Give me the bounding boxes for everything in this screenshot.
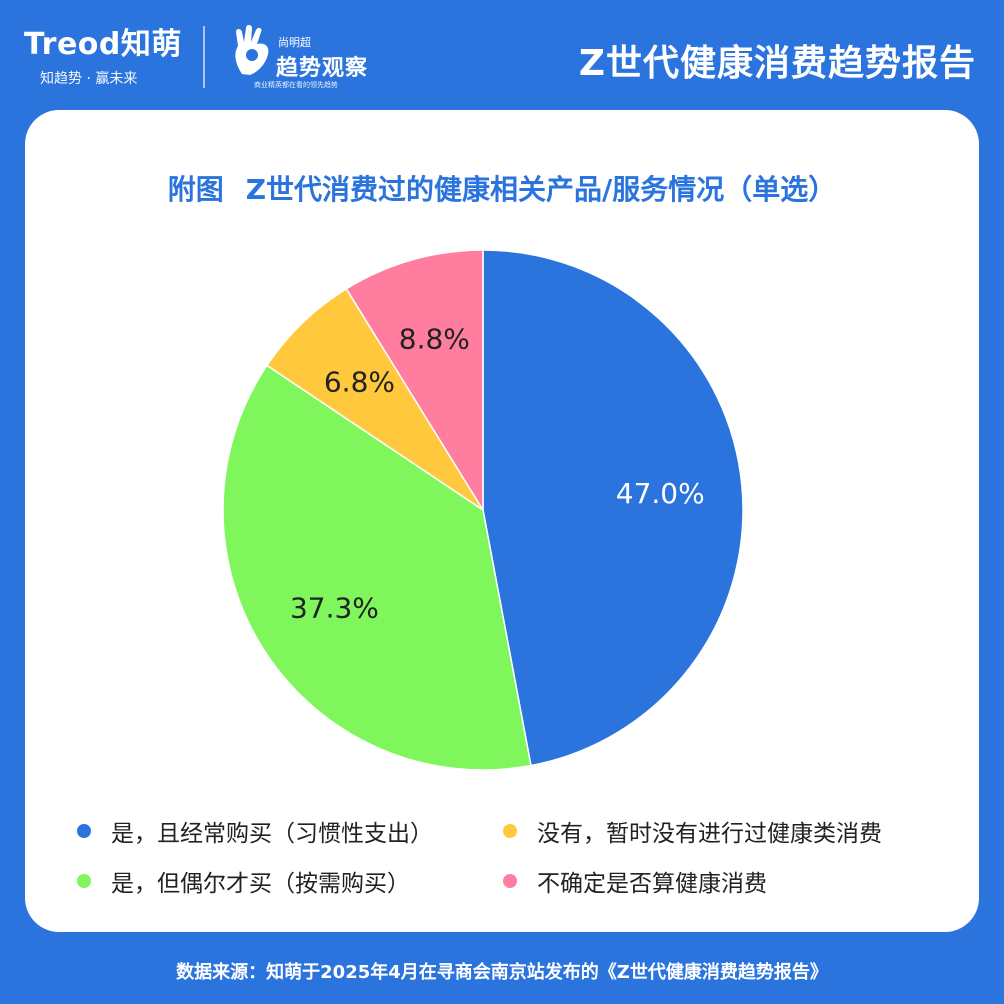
logo-author: 尚明超 [278, 36, 311, 49]
legend-item: 没有，暂时没有进行过健康类消费 [503, 814, 882, 848]
pie-slice-1 [222, 364, 532, 771]
logo-title: 趋势观察 [276, 55, 369, 81]
legend-swatch [77, 824, 91, 838]
legend-label: 是，但偶尔才买（按需购买） [111, 871, 410, 897]
data-source-note: 数据来源：知萌于2025年4月在寻商会南京站发布的《Z世代健康消费趋势报告》 [176, 962, 828, 983]
brand-logo[interactable]: Treod知萌 知趋势 · 赢未来 [24, 28, 182, 88]
legend-item: 是，且经常购买（习惯性支出） [77, 814, 433, 848]
chart-title-prefix: 附图 [167, 173, 224, 206]
header-divider [203, 26, 205, 88]
brand-name: Treod知萌 [24, 27, 182, 62]
chart-card: 附图 Z世代消费过的健康相关产品/服务情况（单选） 47.0% 37.3% 6.8% 8… [25, 110, 979, 932]
header: Treod知萌 知趋势 · 赢未来 尚明超 趋势观察 商业精英都在看的领先趋势 … [0, 0, 1004, 110]
hand-gesture-icon [235, 25, 269, 75]
legend-swatch [503, 824, 517, 838]
logo-slogan: 商业精英都在看的领先趋势 [254, 81, 338, 89]
slice-label-3: 8.8% [399, 322, 470, 355]
slice-label-2: 6.8% [324, 365, 395, 398]
slice-label-0: 47.0% [616, 477, 705, 510]
pie-slice-3 [345, 249, 484, 513]
pie-slice-0 [482, 249, 744, 767]
report-title: Z世代健康消费趋势报告 [578, 43, 976, 84]
legend-label: 不确定是否算健康消费 [537, 871, 767, 897]
legend-swatch [503, 874, 517, 888]
legend-item: 不确定是否算健康消费 [503, 864, 767, 898]
chart-title-text: Z世代消费过的健康相关产品/服务情况（单选） [245, 173, 837, 206]
slice-label-1: 37.3% [290, 592, 379, 625]
legend-swatch [77, 874, 91, 888]
chart-title: 附图 Z世代消费过的健康相关产品/服务情况（单选） [25, 168, 979, 208]
trend-observation-logo[interactable]: 尚明超 趋势观察 商业精英都在看的领先趋势 [230, 22, 380, 92]
brand-slogan: 知趋势 · 赢未来 [40, 71, 138, 87]
pie-slice-2 [265, 287, 484, 511]
legend-label: 是，且经常购买（习惯性支出） [111, 821, 433, 847]
pie-chart: 47.0% 37.3% 6.8%8.8% [222, 249, 744, 771]
legend-label: 没有，暂时没有进行过健康类消费 [537, 821, 882, 847]
legend-item: 是，但偶尔才买（按需购买） [77, 864, 410, 898]
